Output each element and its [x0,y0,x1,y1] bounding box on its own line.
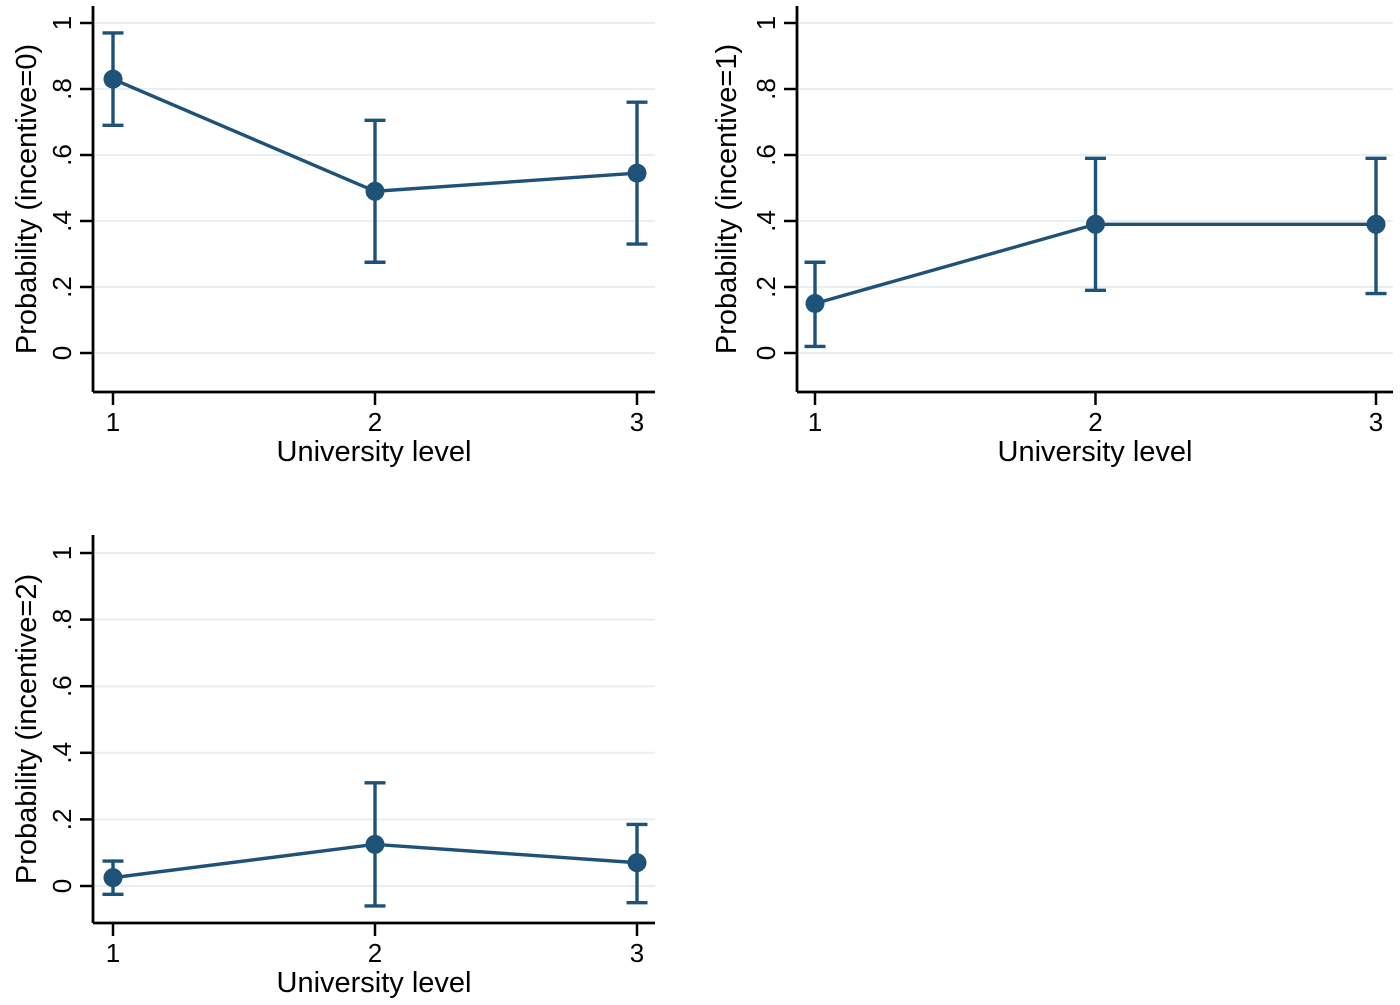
data-point-marker [1086,214,1105,234]
x-tick-label: 2 [368,938,382,968]
y-tick-label: 0 [47,879,77,893]
data-point-marker [103,868,123,888]
y-tick-label: .2 [751,276,781,298]
y-tick-label: 0 [751,346,781,360]
panel-incentive-1: 0 .2 .4 .6 .8 1 1 2 3 University level Probabili… [711,6,1393,468]
x-tick-label: 1 [106,938,120,968]
x-tick-label: 3 [630,407,644,437]
data-point-marker [1366,214,1386,234]
x-tick-label: 2 [1088,407,1102,437]
x-tick-label: 3 [630,938,644,968]
y-tick-label: 1 [47,16,77,30]
data-point-marker [627,163,647,183]
data-point-marker [365,834,385,854]
plot: 0 .2 .4 .6 .8 1 1 2 3 [751,6,1393,437]
panel-incentive-0: 0 .2 .4 .6 .8 1 1 2 3 University level Probabili… [11,6,655,468]
plot: 0 .2 .4 .6 .8 1 1 2 3 [47,535,655,968]
y-tick-label: .6 [751,144,781,166]
y-tick-label: .2 [47,809,77,831]
data-point-marker [365,181,385,201]
x-axis-title: University level [277,436,472,468]
data-point-marker [805,294,825,313]
x-tick-label: 1 [106,407,120,437]
data-point-marker [627,853,647,873]
x-axis-title: University level [277,967,472,999]
y-axis-title: Probability (incentive=0) [11,44,43,354]
y-tick-label: .2 [47,276,77,298]
x-axis-title: University level [998,436,1193,468]
y-tick-label: .6 [47,144,77,166]
y-tick-label: .4 [47,210,77,232]
plot: 0 .2 .4 .6 .8 1 1 2 3 [47,6,655,437]
y-tick-label: 1 [751,16,781,30]
y-tick-label: .8 [47,609,77,631]
y-tick-label: .6 [47,675,77,697]
y-tick-label: 1 [47,546,77,560]
x-tick-label: 2 [368,407,382,437]
panel-incentive-2: 0 .2 .4 .6 .8 1 1 2 3 University level Probabili… [11,535,655,999]
y-tick-label: 0 [47,346,77,360]
y-tick-label: .8 [751,78,781,100]
y-axis-title: Probability (incentive=1) [711,44,743,354]
y-axis-title: Probability (incentive=2) [11,574,43,884]
y-tick-label: .4 [751,210,781,232]
data-point-marker [103,69,123,89]
x-tick-label: 3 [1369,407,1383,437]
y-tick-label: .4 [47,742,77,764]
x-tick-label: 1 [808,407,822,437]
y-tick-label: .8 [47,78,77,100]
